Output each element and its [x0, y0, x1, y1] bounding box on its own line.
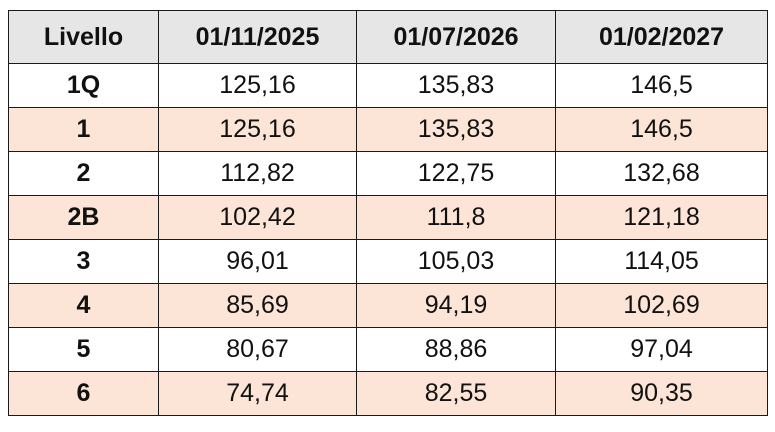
value-cell: 102,69 — [555, 283, 768, 328]
table-row: 2B 102,42 111,8 121,18 — [8, 195, 768, 240]
value-cell: 82,55 — [356, 371, 556, 416]
value-cell: 121,18 — [555, 195, 768, 240]
table-row: 2 112,82 122,75 132,68 — [8, 151, 768, 196]
value-cell: 111,8 — [356, 195, 556, 240]
value-cell: 102,42 — [158, 195, 357, 240]
level-cell: 5 — [8, 327, 159, 372]
value-cell: 105,03 — [356, 239, 556, 284]
value-cell: 85,69 — [158, 283, 357, 328]
level-cell: 1 — [8, 107, 159, 152]
value-cell: 96,01 — [158, 239, 357, 284]
value-cell: 125,16 — [158, 63, 357, 108]
value-cell: 80,67 — [158, 327, 357, 372]
level-cell: 3 — [8, 239, 159, 284]
value-cell: 125,16 — [158, 107, 357, 152]
table-body: 1Q 125,16 135,83 146,5 1 125,16 135,83 146,5 2 11… — [8, 63, 768, 416]
header-row: Livello 01/11/2025 01/07/2026 01/02/2027 — [8, 10, 768, 64]
table-row: 6 74,74 82,55 90,35 — [8, 371, 768, 416]
level-cell: 2 — [8, 151, 159, 196]
value-cell: 146,5 — [555, 107, 768, 152]
value-cell: 97,04 — [555, 327, 768, 372]
value-cell: 88,86 — [356, 327, 556, 372]
header-cell: 01/02/2027 — [555, 10, 768, 64]
header-cell: Livello — [8, 10, 159, 64]
table-row: 1 125,16 135,83 146,5 — [8, 107, 768, 152]
value-cell: 74,74 — [158, 371, 357, 416]
value-cell: 122,75 — [356, 151, 556, 196]
value-cell: 146,5 — [555, 63, 768, 108]
level-cell: 4 — [8, 283, 159, 328]
table-row: 3 96,01 105,03 114,05 — [8, 239, 768, 284]
value-cell: 135,83 — [356, 63, 556, 108]
salary-table: Livello 01/11/2025 01/07/2026 01/02/2027 1Q… — [8, 10, 768, 416]
table-row: 5 80,67 88,86 97,04 — [8, 327, 768, 372]
value-cell: 112,82 — [158, 151, 357, 196]
level-cell: 6 — [8, 371, 159, 416]
table-row: 1Q 125,16 135,83 146,5 — [8, 63, 768, 108]
table-container: Livello 01/11/2025 01/07/2026 01/02/2027 1Q… — [8, 10, 768, 416]
value-cell: 135,83 — [356, 107, 556, 152]
level-cell: 1Q — [8, 63, 159, 108]
value-cell: 90,35 — [555, 371, 768, 416]
value-cell: 132,68 — [555, 151, 768, 196]
value-cell: 94,19 — [356, 283, 556, 328]
header-cell: 01/11/2025 — [158, 10, 357, 64]
value-cell: 114,05 — [555, 239, 768, 284]
level-cell: 2B — [8, 195, 159, 240]
table-row: 4 85,69 94,19 102,69 — [8, 283, 768, 328]
header-cell: 01/07/2026 — [356, 10, 556, 64]
